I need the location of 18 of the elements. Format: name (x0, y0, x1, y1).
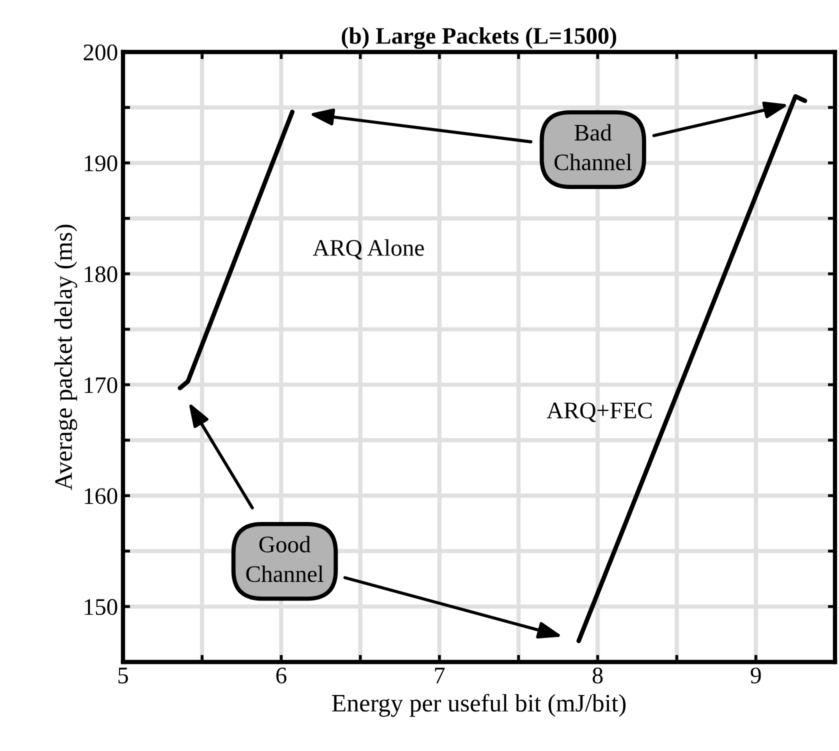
y-tick-label: 200 (84, 44, 118, 60)
chart-title: (b) Large Packets (L=1500) (342, 27, 616, 49)
x-tick-label: 7 (435, 668, 445, 684)
y-tick-label: 150 (84, 599, 118, 615)
y-tick-label: 180 (84, 266, 118, 282)
annotation: Bad Channel (554, 124, 632, 170)
y-tick-label: 190 (84, 155, 118, 172)
text: ARQ Alone (312, 239, 424, 260)
annotation: Good Channel (246, 536, 324, 582)
x-tick-label: 8 (592, 668, 603, 684)
x-tick-label: 9 (750, 668, 761, 684)
x-tick-label: 5 (118, 668, 128, 684)
y-tick-label: 160 (84, 488, 118, 504)
x-tick-label: 6 (276, 668, 286, 684)
y-axis-title: Average packet delay (ms) (54, 224, 78, 490)
series-label: ARQ+FEC (546, 402, 652, 422)
y-tick-label: 170 (84, 377, 118, 394)
x-axis-title: Energy per useful bit (mJ/bit) (332, 694, 626, 717)
